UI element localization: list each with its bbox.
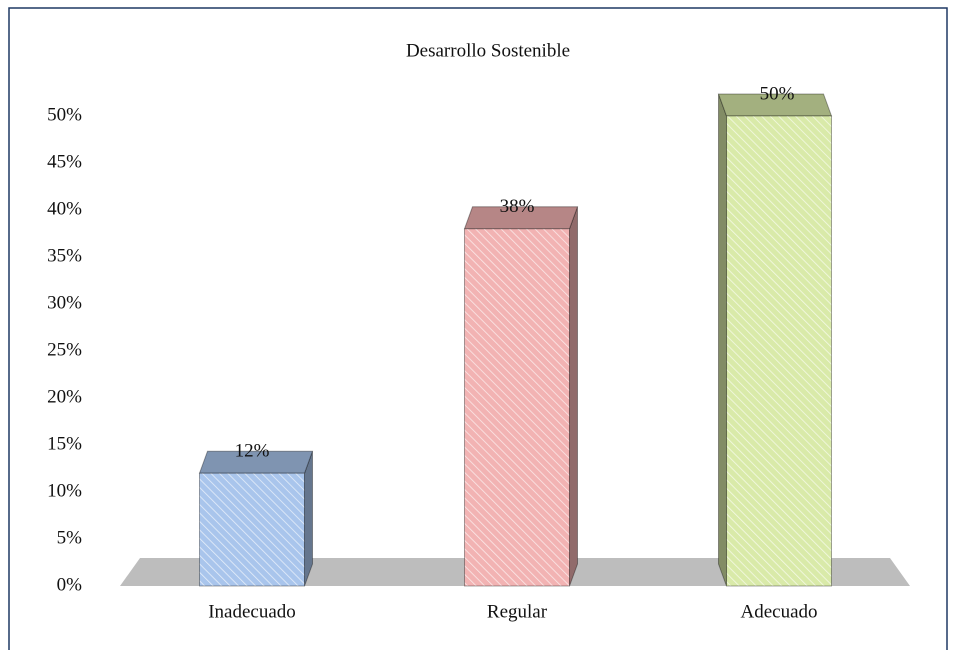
chart-title: Desarrollo Sostenible — [406, 40, 570, 61]
bar-side — [718, 93, 727, 587]
value-label: 38% — [500, 196, 535, 217]
bar — [726, 115, 832, 587]
y-tick-label: 25% — [47, 339, 82, 360]
y-tick-label: 45% — [47, 151, 82, 172]
y-tick-label: 0% — [57, 574, 83, 595]
bar-side — [304, 451, 313, 587]
y-tick-label: 15% — [47, 433, 82, 454]
bar-side — [569, 206, 578, 587]
y-tick-label: 10% — [47, 480, 82, 501]
y-tick-label: 30% — [47, 292, 82, 313]
x-tick-label: Regular — [487, 601, 548, 622]
bar — [199, 472, 305, 587]
x-tick-label: Inadecuado — [208, 601, 296, 622]
y-tick-label: 35% — [47, 245, 82, 266]
x-tick-label: Adecuado — [740, 601, 817, 622]
value-label: 50% — [760, 83, 795, 104]
y-tick-label: 20% — [47, 386, 82, 407]
y-tick-label: 5% — [57, 527, 83, 548]
y-tick-label: 40% — [47, 198, 82, 219]
value-label: 12% — [235, 441, 270, 462]
bar — [464, 228, 570, 587]
y-tick-label: 50% — [47, 104, 82, 125]
